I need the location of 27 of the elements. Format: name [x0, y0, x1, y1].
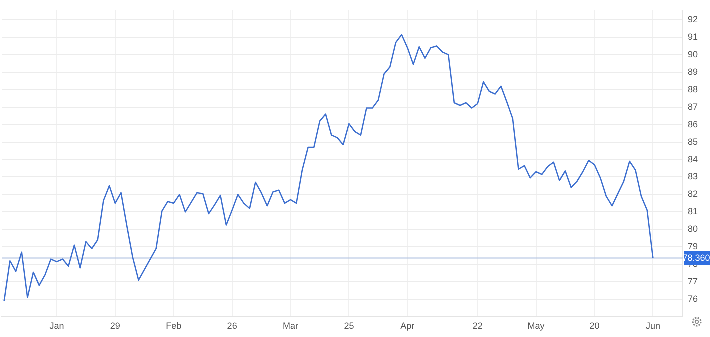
y-tick-label: 88: [688, 84, 698, 94]
x-tick-label: 22: [472, 320, 483, 331]
y-tick-label: 89: [688, 66, 698, 77]
y-tick-label: 80: [688, 224, 698, 234]
x-tick-label: Jan: [50, 320, 64, 331]
x-tick-label: 20: [590, 320, 600, 331]
y-tick-label: 81: [688, 206, 698, 217]
x-tick-label: Feb: [166, 320, 182, 331]
x-tick-label: Mar: [283, 320, 299, 331]
y-tick-label: 84: [688, 154, 698, 164]
y-tick-label: 90: [688, 49, 698, 60]
x-tick-label: 25: [344, 320, 354, 331]
x-tick-label: 29: [110, 320, 120, 331]
y-tick-label: 83: [688, 172, 698, 182]
x-tick-label: 26: [227, 320, 238, 331]
y-tick-label: 85: [688, 136, 698, 147]
y-tick-label: 92: [688, 14, 698, 24]
y-tick-label: 76: [688, 294, 698, 304]
x-tick-label: May: [528, 320, 546, 331]
y-tick-label: 91: [688, 32, 698, 42]
x-tick-label: Apr: [400, 320, 415, 331]
y-tick-label: 82: [688, 189, 698, 200]
y-tick-label: 79: [688, 242, 698, 252]
y-tick-label: 86: [688, 119, 698, 130]
x-tick-label: Jun: [646, 320, 660, 331]
y-tick-label: 87: [688, 102, 698, 112]
y-tick-label: 77: [688, 276, 698, 287]
